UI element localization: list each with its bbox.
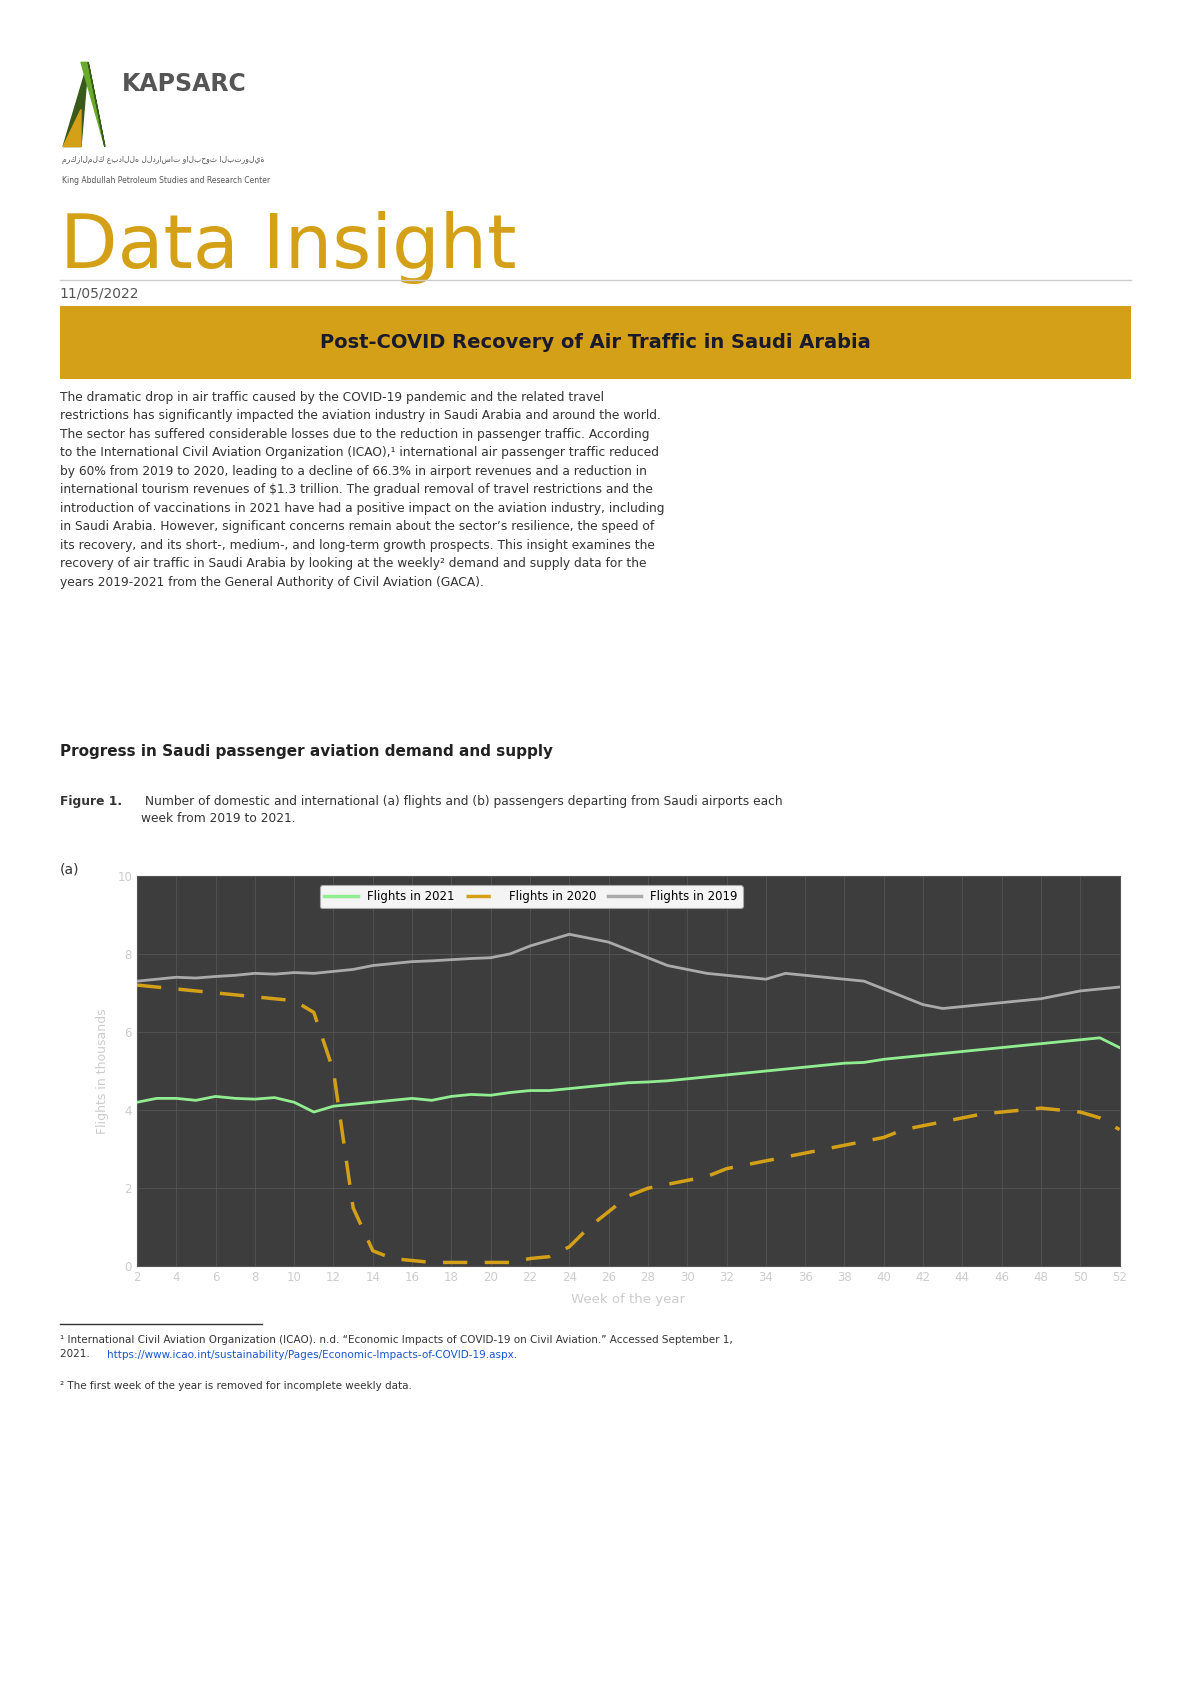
Text: ² The first week of the year is removed for incomplete weekly data.: ² The first week of the year is removed … bbox=[60, 1381, 411, 1391]
Text: مركزالملك عبدالله للدراسات والبحوث البترولية: مركزالملك عبدالله للدراسات والبحوث البتر… bbox=[62, 155, 264, 165]
X-axis label: Week of the year: Week of the year bbox=[572, 1293, 685, 1305]
Polygon shape bbox=[81, 62, 105, 147]
Text: Figure 1.: Figure 1. bbox=[60, 795, 121, 808]
Polygon shape bbox=[63, 62, 88, 147]
Polygon shape bbox=[63, 109, 81, 147]
Text: Progress in Saudi passenger aviation demand and supply: Progress in Saudi passenger aviation dem… bbox=[60, 744, 553, 759]
Text: Data Insight: Data Insight bbox=[60, 210, 516, 283]
Title: Flights: Flights bbox=[597, 850, 660, 869]
Text: (a): (a) bbox=[60, 862, 79, 876]
FancyBboxPatch shape bbox=[60, 306, 1131, 379]
Text: https://www.icao.int/sustainability/Pages/Economic-Impacts-of-COVID-19.aspx.: https://www.icao.int/sustainability/Page… bbox=[107, 1351, 517, 1359]
Text: Post-COVID Recovery of Air Traffic in Saudi Arabia: Post-COVID Recovery of Air Traffic in Sa… bbox=[320, 333, 871, 352]
Y-axis label: Flights in thousands: Flights in thousands bbox=[96, 1009, 108, 1133]
Text: Number of domestic and international (a) flights and (b) passengers departing fr: Number of domestic and international (a)… bbox=[141, 795, 782, 825]
Legend: Flights in 2021, Flights in 2020, Flights in 2019: Flights in 2021, Flights in 2020, Flight… bbox=[319, 886, 743, 908]
Text: The dramatic drop in air traffic caused by the COVID-19 pandemic and the related: The dramatic drop in air traffic caused … bbox=[60, 391, 665, 589]
Text: KAPSARC: KAPSARC bbox=[121, 72, 247, 96]
Text: King Abdullah Petroleum Studies and Research Center: King Abdullah Petroleum Studies and Rese… bbox=[62, 175, 270, 185]
Polygon shape bbox=[88, 62, 105, 147]
Text: ¹ International Civil Aviation Organization (ICAO). n.d. “Economic Impacts of CO: ¹ International Civil Aviation Organizat… bbox=[60, 1335, 732, 1359]
Text: 11/05/2022: 11/05/2022 bbox=[60, 286, 139, 300]
